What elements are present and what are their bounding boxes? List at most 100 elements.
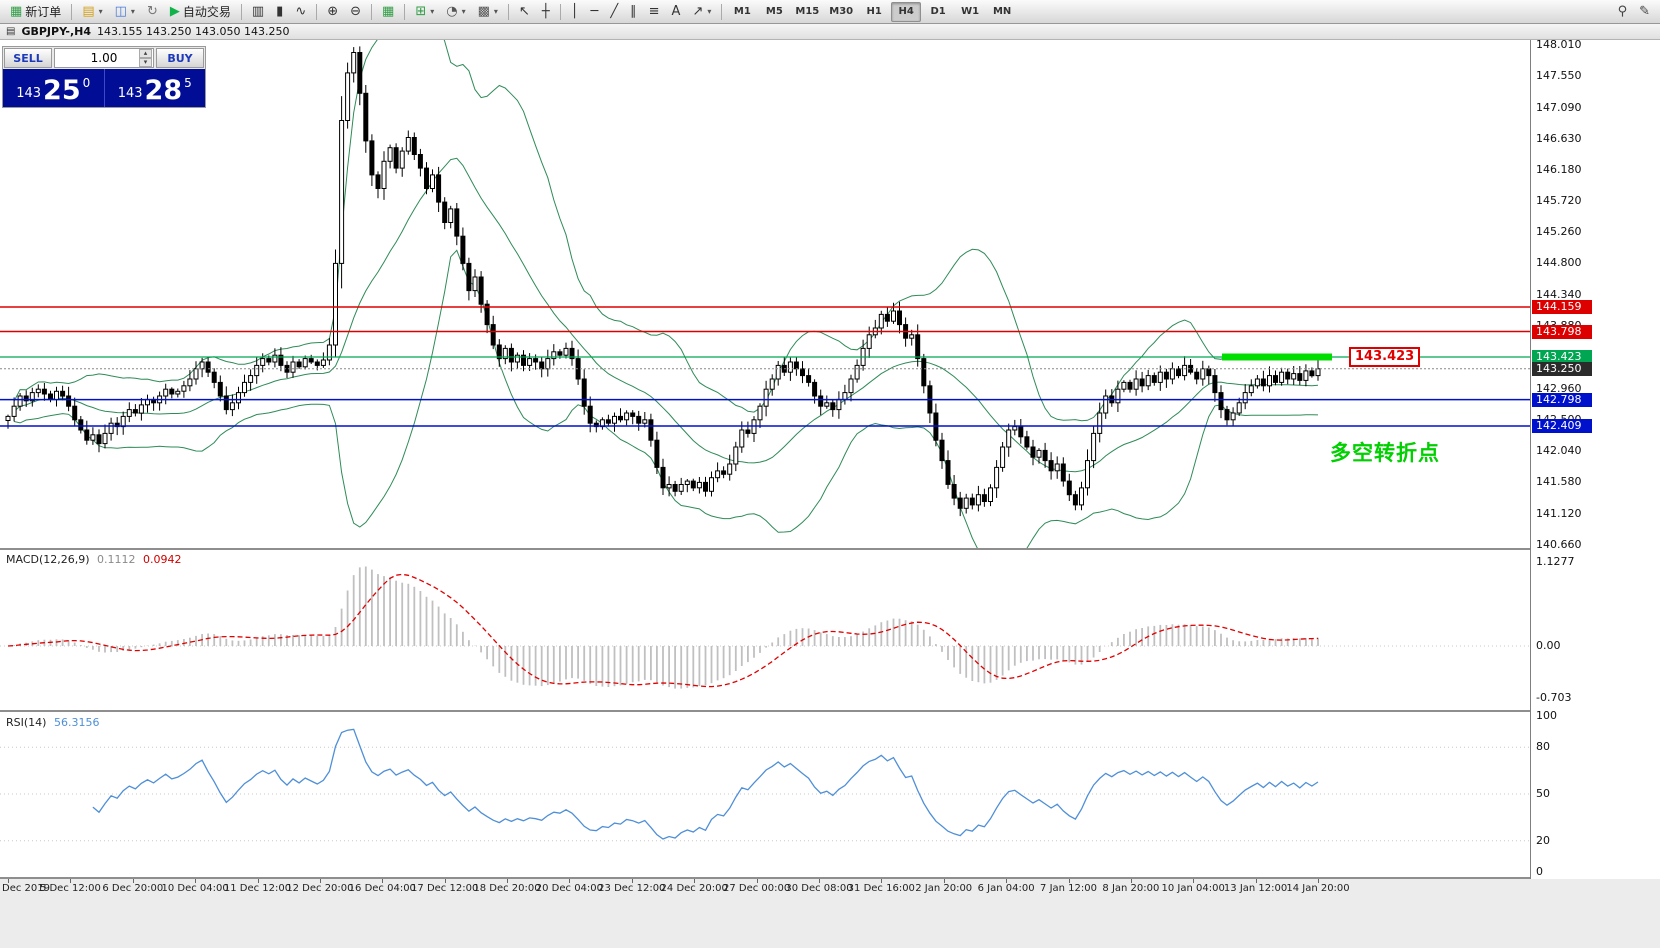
- price-axis-badge: 142.409: [1532, 419, 1592, 433]
- timeframe-d1-button[interactable]: D1: [930, 6, 946, 17]
- volume-field[interactable]: 1.00 ▴ ▾: [54, 48, 154, 68]
- dropdown-arrow-icon: ▾: [98, 7, 103, 16]
- macd-header: MACD(12,26,9) 0.1112 0.0942: [6, 553, 182, 566]
- arrows-icon[interactable]: ↗ ▾: [687, 1, 716, 23]
- channel-icon[interactable]: ∥: [625, 1, 642, 23]
- sell-price[interactable]: 143 25 0: [3, 69, 104, 107]
- candlestick-chart-icon[interactable]: ▮: [271, 1, 288, 23]
- time-axis-label: 6 Jan 04:00: [977, 883, 1035, 894]
- price-axis-label: 142.040: [1536, 444, 1582, 458]
- time-tick: [1318, 879, 1319, 883]
- profiles-icon[interactable]: ◫ ▾: [110, 1, 140, 23]
- buy-price[interactable]: 143 28 5: [105, 69, 206, 107]
- dropdown-arrow-icon: ▾: [130, 7, 135, 16]
- rsi-pane[interactable]: [0, 712, 1530, 877]
- bollinger-bands: [13, 40, 1319, 548]
- price-axis[interactable]: 148.010 147.550 147.090 146.630 146.180 145.7…: [1530, 38, 1660, 897]
- macd-value-1: 0.1112: [97, 553, 136, 566]
- horizontal-line-icon[interactable]: ─: [585, 1, 603, 23]
- price-axis-label: 142.960: [1536, 381, 1582, 395]
- horizontal-line-icon-glyph: ─: [590, 4, 599, 19]
- timeframe-m1-button[interactable]: M1: [733, 6, 751, 17]
- templates-icon[interactable]: ▩ ▾: [473, 1, 503, 23]
- timeframe-h4-button[interactable]: H4: [891, 1, 922, 22]
- volume-increase-button[interactable]: ▴: [139, 49, 152, 58]
- volume-decrease-button[interactable]: ▾: [139, 58, 152, 67]
- rsi-axis-label: 100: [1536, 709, 1557, 722]
- price-axis-label: 140.660: [1536, 538, 1582, 551]
- pane-separator[interactable]: [0, 710, 1660, 712]
- indicators-icon[interactable]: ⊞ ▾: [410, 1, 439, 23]
- dropdown-arrow-icon: ▾: [430, 7, 435, 16]
- edit-icon[interactable]: ✎: [1634, 1, 1655, 23]
- trendline-icon[interactable]: ╱: [605, 1, 623, 23]
- text-icon[interactable]: A: [667, 1, 686, 23]
- macd-axis-label: -0.703: [1536, 691, 1572, 705]
- search-icon[interactable]: ⚲: [1613, 1, 1633, 23]
- toolbar: ▦ 新订单 ▤ ▾ ◫ ▾ ↻ ▶ 自动交易 ▥ ▮ ∿ ⊕ ⊖ ▦ ⊞ ▾ ◔ ▾ ▩ ▾ ↖ ┼ │ ─ ╱ ∥ ≡ A ↗ ▾ M1 M5…: [0, 0, 1660, 24]
- price-axis-label: 141.120: [1536, 506, 1582, 520]
- new-order-button[interactable]: ▦ 新订单: [5, 1, 66, 23]
- timeframe-h1-button[interactable]: H1: [866, 6, 882, 17]
- candles: [5, 46, 1321, 517]
- bar-chart-icon[interactable]: ▥: [247, 1, 269, 23]
- price-axis-badge: 143.423: [1532, 350, 1592, 364]
- timeframe-m5-button[interactable]: M5: [765, 6, 783, 17]
- tile-windows-icon[interactable]: ▦: [377, 1, 399, 23]
- time-axis-label: 31 Dec 16:00: [847, 883, 915, 894]
- price-level-flag[interactable]: 143.423: [1349, 347, 1421, 367]
- time-axis-label: 2 Jan 20:00: [915, 883, 973, 894]
- toolbar-separator: [507, 3, 509, 20]
- price-axis-label: 141.580: [1536, 475, 1582, 489]
- time-tick: [70, 879, 72, 883]
- periods-icon[interactable]: ◔ ▾: [441, 1, 470, 23]
- time-tick: [1130, 879, 1132, 883]
- turning-point-note[interactable]: 多空转折点: [1330, 441, 1440, 465]
- zoom-in-icon[interactable]: ⊕: [322, 1, 343, 23]
- time-tick: [1255, 879, 1257, 883]
- time-axis-label: 14 Jan 20:00: [1286, 883, 1350, 894]
- sell-button[interactable]: SELL: [4, 48, 52, 68]
- price-axis-label: 148.010: [1536, 38, 1582, 51]
- macd-axis-label: 1.1277: [1536, 555, 1575, 569]
- line-chart-icon[interactable]: ∿: [290, 1, 311, 23]
- vertical-line-icon[interactable]: │: [566, 1, 584, 23]
- timeframe-m30-button[interactable]: M30: [829, 6, 854, 17]
- time-tick: [631, 879, 633, 883]
- indicators-icon-glyph: ⊞: [415, 4, 427, 19]
- new-order-button-label: 新订单: [25, 5, 62, 19]
- rsi-axis-label: 50: [1536, 787, 1550, 800]
- candlestick-chart-icon-glyph: ▮: [276, 4, 284, 19]
- time-axis-label: 13 Jan 12:00: [1223, 883, 1288, 894]
- buy-button[interactable]: BUY: [156, 48, 204, 68]
- fibonacci-icon-glyph: ≡: [648, 4, 660, 19]
- new-chart-icon-glyph: ▤: [82, 4, 95, 19]
- autotrading-button[interactable]: ▶ 自动交易: [165, 1, 236, 23]
- volume-value: 1.00: [90, 51, 118, 65]
- main-chart[interactable]: [0, 40, 1530, 548]
- pane-separator[interactable]: [0, 548, 1660, 550]
- window-background: [0, 897, 1660, 948]
- new-chart-icon[interactable]: ▤ ▾: [77, 1, 107, 23]
- price-axis-label: 146.630: [1536, 131, 1582, 145]
- time-axis-label: 18 Dec 20:00: [473, 883, 541, 894]
- fibonacci-icon[interactable]: ≡: [644, 1, 665, 23]
- macd-signal-line: [7, 573, 1319, 688]
- zoom-out-icon[interactable]: ⊖: [345, 1, 366, 23]
- level-lines[interactable]: [0, 306, 1530, 427]
- trendline-icon-glyph: ╱: [610, 4, 619, 19]
- refresh-icon[interactable]: ↻: [142, 1, 163, 23]
- pane-separator[interactable]: [0, 877, 1660, 879]
- chart-title-ohlc: 143.155 143.250 143.050 143.250: [97, 25, 290, 38]
- timeframe-m15-button[interactable]: M15: [795, 6, 820, 17]
- time-axis[interactable]: Dec 2019 5 Dec 12:00 6 Dec 20:00 10 Dec 04:…: [0, 879, 1660, 897]
- periods-icon-glyph: ◔: [446, 4, 458, 19]
- cursor-icon[interactable]: ↖: [514, 1, 535, 23]
- macd-histogram: [13, 566, 1319, 689]
- crosshair-icon[interactable]: ┼: [537, 1, 555, 23]
- timeframe-mn-button[interactable]: MN: [992, 6, 1012, 17]
- time-tick: [943, 879, 945, 883]
- time-tick: [881, 879, 883, 883]
- macd-pane[interactable]: [0, 550, 1530, 710]
- timeframe-w1-button[interactable]: W1: [961, 6, 980, 17]
